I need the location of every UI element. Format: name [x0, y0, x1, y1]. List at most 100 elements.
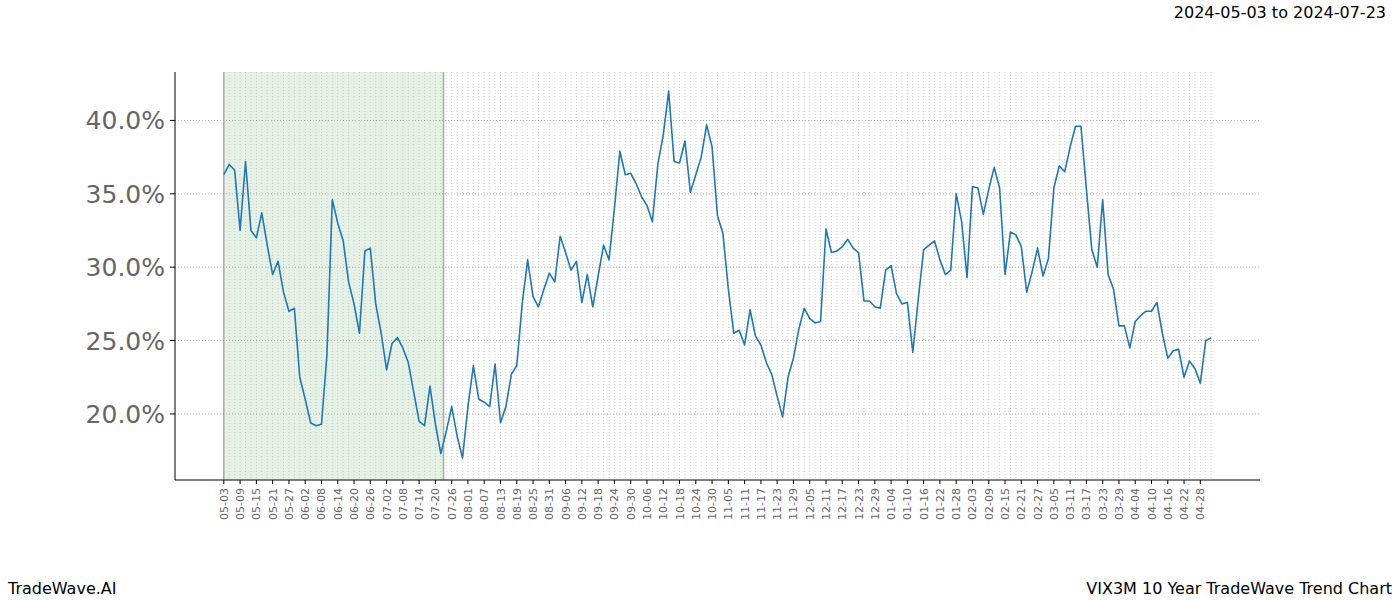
x-grid-line [1097, 72, 1098, 480]
x-grid-line [712, 72, 713, 480]
x-grid-line [294, 72, 295, 480]
x-grid-line [912, 72, 913, 480]
x-tick [533, 480, 534, 484]
x-tick [354, 480, 355, 484]
x-tick-label: 10-30 [706, 488, 719, 520]
x-tick [1021, 480, 1022, 484]
y-tick [170, 340, 175, 341]
x-tick [1005, 480, 1006, 484]
x-grid-line [392, 72, 393, 480]
x-tick-label: 08-19 [511, 488, 524, 520]
x-tick-label: 05-15 [250, 488, 263, 520]
x-tick [663, 480, 664, 484]
x-grid-line [701, 72, 702, 480]
x-tick-label: 12-29 [869, 488, 882, 520]
x-grid-line [250, 72, 251, 480]
x-grid-line [831, 72, 832, 480]
x-grid-line [804, 72, 805, 480]
x-grid-line [728, 72, 729, 480]
x-grid-line [652, 72, 653, 480]
x-tick [646, 480, 647, 484]
y-grid-line [175, 193, 1260, 194]
title: VIX3M 10 Year TradeWave Trend Chart [1086, 579, 1392, 598]
x-tick-label: 07-20 [429, 488, 442, 520]
x-tick-label: 11-23 [771, 488, 784, 520]
x-grid-line [609, 72, 610, 480]
x-grid-line [842, 72, 843, 480]
x-tick [516, 480, 517, 484]
x-tick-label: 08-25 [527, 488, 540, 520]
x-tick [337, 480, 338, 484]
x-grid-line [1151, 72, 1152, 480]
x-grid-line [1200, 72, 1201, 480]
x-grid-line [1211, 72, 1212, 480]
x-tick [223, 480, 224, 484]
x-tick-label: 08-01 [462, 488, 475, 520]
x-grid-line [706, 72, 707, 480]
x-grid-line [381, 72, 382, 480]
x-grid-line [999, 72, 1000, 480]
x-grid-line [614, 72, 615, 480]
x-tick [500, 480, 501, 484]
x-grid-line [245, 72, 246, 480]
x-grid-line [1102, 72, 1103, 480]
x-grid-line [1015, 72, 1016, 480]
x-grid-line [305, 72, 306, 480]
x-grid-line [337, 72, 338, 480]
x-grid-line [880, 72, 881, 480]
x-tick [565, 480, 566, 484]
x-grid-line [429, 72, 430, 480]
x-grid-line [766, 72, 767, 480]
x-grid-line [484, 72, 485, 480]
x-tick-label: 08-07 [478, 488, 491, 520]
x-tick [1086, 480, 1087, 484]
x-grid-line [543, 72, 544, 480]
highlight-edge [443, 72, 445, 480]
x-grid-line [278, 72, 279, 480]
x-tick [679, 480, 680, 484]
x-tick [923, 480, 924, 484]
x-grid-line [440, 72, 441, 480]
x-grid-line [853, 72, 854, 480]
x-grid-line [826, 72, 827, 480]
x-tick [484, 480, 485, 484]
x-grid-line [408, 72, 409, 480]
highlight-edge [223, 72, 225, 480]
x-grid-line [907, 72, 908, 480]
x-grid-line [364, 72, 365, 480]
x-grid-line [836, 72, 837, 480]
x-grid-line [1194, 72, 1195, 480]
x-grid-line [630, 72, 631, 480]
y-tick [170, 413, 175, 414]
x-grid-line [1173, 72, 1174, 480]
x-grid-line [402, 72, 403, 480]
x-grid-line [674, 72, 675, 480]
x-grid-line [923, 72, 924, 480]
x-tick [1135, 480, 1136, 484]
x-tick [695, 480, 696, 484]
x-tick [891, 480, 892, 484]
x-grid-line [695, 72, 696, 480]
x-grid-line [918, 72, 919, 480]
x-grid-line [397, 72, 398, 480]
x-grid-line [316, 72, 317, 480]
x-tick [256, 480, 257, 484]
x-tick-label: 11-17 [755, 488, 768, 520]
x-grid-line [229, 72, 230, 480]
x-grid-line [478, 72, 479, 480]
x-grid-line [782, 72, 783, 480]
x-tick-label: 06-26 [364, 488, 377, 520]
x-tick-label: 03-05 [1048, 488, 1061, 520]
x-tick [777, 480, 778, 484]
x-tick-label: 06-20 [348, 488, 361, 520]
x-grid-line [1140, 72, 1141, 480]
x-tick-label: 09-18 [592, 488, 605, 520]
x-tick-label: 10-24 [690, 488, 703, 520]
x-grid-line [636, 72, 637, 480]
x-grid-line [581, 72, 582, 480]
x-grid-line [771, 72, 772, 480]
x-tick-label: 11-11 [739, 488, 752, 520]
x-grid-line [299, 72, 300, 480]
line-group [224, 91, 1211, 458]
x-tick [581, 480, 582, 484]
